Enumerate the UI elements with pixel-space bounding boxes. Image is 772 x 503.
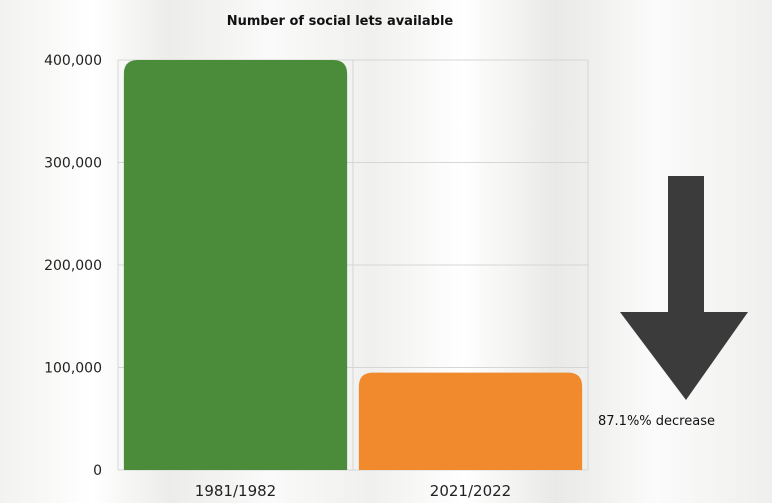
y-tick-label: 300,000 (44, 156, 102, 172)
bar-2021-2022 (358, 372, 583, 470)
decrease-annotation: 87.1%% decrease (598, 414, 715, 429)
x-tick-label: 1981/1982 (195, 482, 276, 500)
bars (123, 60, 583, 470)
x-tick-label: 2021/2022 (430, 482, 511, 500)
y-tick-label: 400,000 (44, 53, 102, 69)
chart-title: Number of social lets available (227, 14, 454, 29)
x-axis-labels: 1981/1982 2021/2022 (195, 482, 511, 500)
bar-1981-1982 (123, 60, 348, 470)
y-axis-ticks: 0 100,000 200,000 300,000 400,000 (44, 53, 102, 479)
down-arrow-icon (620, 176, 748, 400)
y-tick-label: 200,000 (44, 258, 102, 274)
y-tick-label: 100,000 (44, 361, 102, 377)
y-tick-label: 0 (93, 463, 102, 479)
